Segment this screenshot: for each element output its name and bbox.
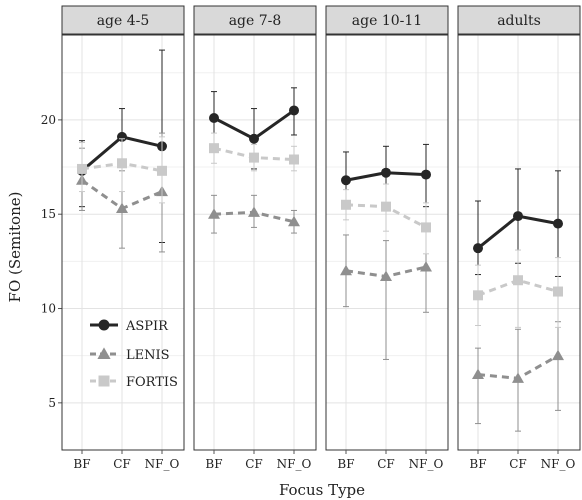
y-tick-label: 20 — [41, 113, 56, 127]
series-lenis — [340, 223, 432, 360]
data-point — [513, 275, 523, 286]
x-tick-label: CF — [245, 457, 263, 471]
series-fortis — [209, 132, 299, 172]
legend-label: ASPIR — [125, 319, 169, 334]
data-point — [553, 286, 563, 297]
panel-age-10-11: age 10-11 BF CF NF_O — [325, 5, 449, 471]
legend-item-fortis: FORTIS — [90, 375, 178, 390]
series-aspir — [473, 168, 563, 277]
data-point — [248, 206, 260, 217]
y-tick-label: 5 — [48, 396, 56, 410]
panel-border — [457, 34, 581, 451]
data-point — [289, 105, 299, 116]
panel-background — [458, 35, 580, 450]
panel-strip — [193, 5, 317, 35]
x-tick-label: NF_O — [145, 457, 180, 471]
legend-label: FORTIS — [126, 375, 178, 390]
panel-strip — [325, 5, 449, 35]
series-fortis — [473, 249, 563, 328]
panel-strip-label: adults — [497, 13, 541, 29]
data-point — [288, 215, 300, 227]
legend-item-lenis: LENIS — [90, 347, 170, 363]
legend: ASPIR LENIS FORTIS — [90, 319, 178, 390]
data-point — [117, 131, 127, 142]
panel-border — [193, 34, 317, 451]
panel-strip-label: age 7-8 — [229, 13, 282, 29]
legend-item-aspir: ASPIR — [90, 319, 169, 334]
x-tick-label: BF — [469, 457, 486, 471]
legend-label: LENIS — [126, 348, 170, 363]
data-point — [340, 264, 352, 276]
y-axis-label: FO (Semitone) — [6, 192, 24, 303]
panel-strip — [457, 5, 581, 35]
data-point — [472, 368, 484, 380]
data-point — [553, 218, 563, 229]
x-tick-label: BF — [337, 457, 354, 471]
data-point — [249, 152, 259, 163]
x-tick-label: CF — [113, 457, 131, 471]
panel-age-7-8: age 7-8 BF CF NF_O — [193, 5, 317, 471]
panel-background — [194, 35, 316, 450]
data-point — [341, 199, 351, 210]
x-tick-label: CF — [509, 457, 527, 471]
data-point — [420, 261, 432, 272]
legend-marker — [98, 375, 110, 387]
data-point — [209, 143, 219, 154]
panel-strip-label: age 10-11 — [352, 13, 422, 29]
data-point — [208, 208, 220, 219]
x-tick-label: NF_O — [409, 457, 444, 471]
x-axis-label: Focus Type — [279, 481, 365, 499]
data-point — [380, 270, 392, 281]
series-fortis — [341, 183, 431, 255]
series-aspir — [209, 87, 299, 170]
data-point — [157, 165, 167, 176]
panel-adults: adults BF CF NF_O — [457, 5, 581, 471]
y-tick-label: 15 — [41, 207, 56, 221]
panel-age-4-5: age 4-5 BF CF NF_O — [61, 5, 185, 471]
series-lenis — [208, 194, 300, 234]
data-point — [473, 243, 483, 254]
x-tick-label: NF_O — [277, 457, 312, 471]
panel-border — [61, 34, 185, 451]
data-point — [381, 201, 391, 212]
data-point — [77, 163, 87, 174]
data-point — [473, 290, 483, 301]
legend-marker — [97, 347, 111, 359]
data-point — [421, 222, 431, 233]
panel-border — [325, 34, 449, 451]
panel-strip-label: age 4-5 — [97, 13, 150, 29]
legend-marker — [98, 319, 110, 331]
x-tick-label: BF — [205, 457, 222, 471]
x-tick-label: CF — [377, 457, 395, 471]
panel-strip — [61, 5, 185, 35]
data-point — [552, 349, 564, 361]
data-point — [341, 175, 351, 186]
panel-background — [326, 35, 448, 450]
data-point — [209, 113, 219, 123]
data-point — [117, 158, 127, 169]
data-point — [381, 167, 391, 178]
data-point — [512, 372, 524, 383]
y-tick-label: 10 — [41, 302, 56, 316]
x-tick-label: NF_O — [541, 457, 576, 471]
x-tick-label: BF — [73, 457, 90, 471]
data-point — [513, 211, 523, 222]
data-point — [289, 154, 299, 165]
series-lenis — [472, 321, 564, 432]
series-fortis — [77, 136, 167, 204]
data-point — [116, 202, 128, 214]
data-point — [249, 133, 259, 144]
data-point — [421, 169, 431, 180]
